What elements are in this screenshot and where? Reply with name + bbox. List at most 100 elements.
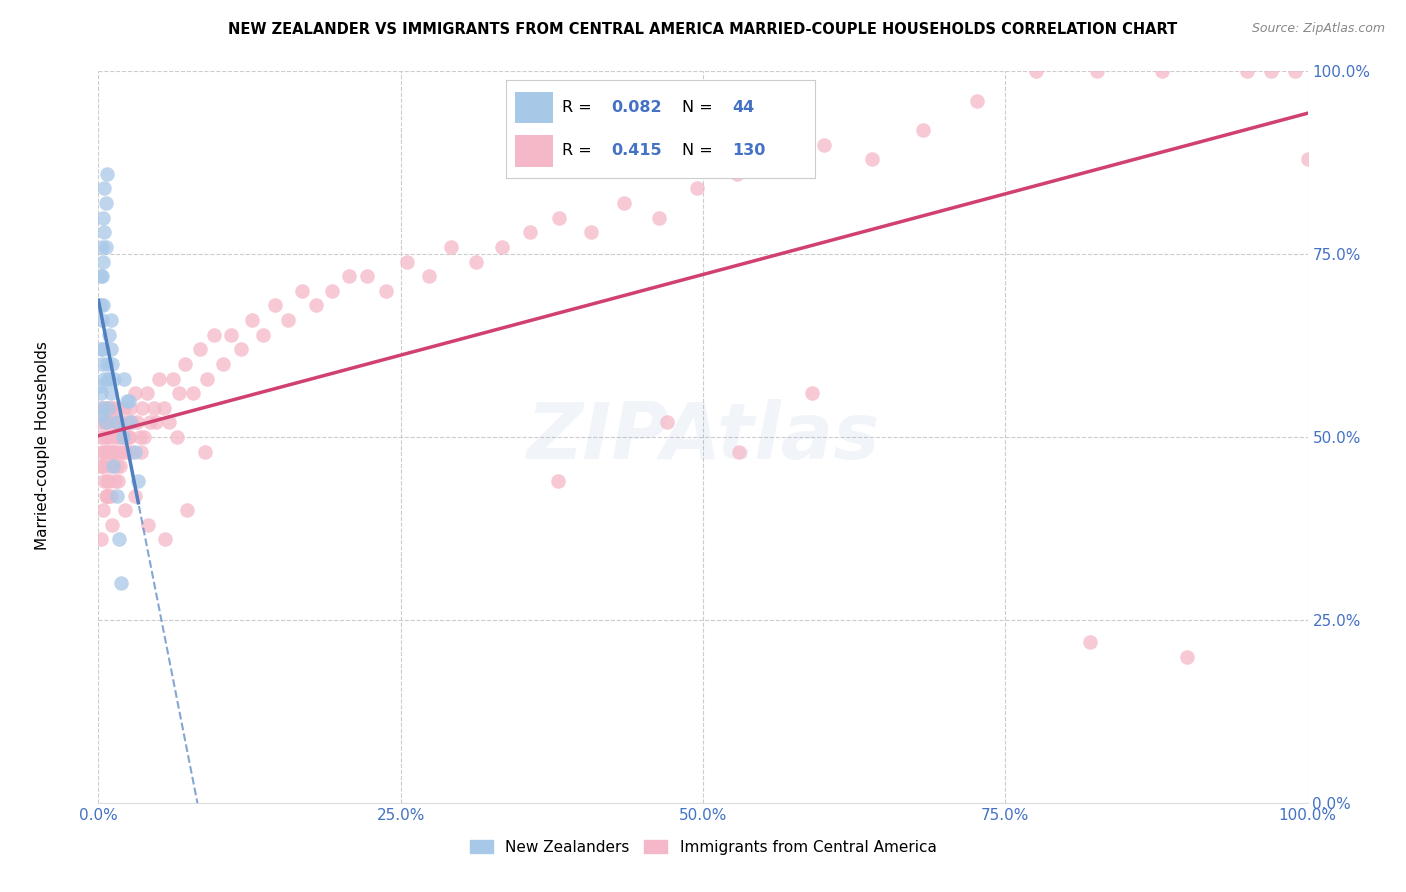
Point — [91, 401, 114, 415]
Point — [176, 503, 198, 517]
Text: N =: N = — [682, 144, 718, 159]
Point — [204, 327, 226, 342]
Point — [93, 401, 115, 415]
Point — [252, 327, 274, 342]
Point — [94, 196, 117, 211]
Point — [97, 371, 120, 385]
Point — [124, 386, 146, 401]
Point — [97, 416, 120, 430]
Point — [143, 401, 166, 415]
Point — [101, 444, 124, 458]
Point — [108, 459, 131, 474]
Point — [96, 474, 118, 488]
Point — [648, 211, 671, 225]
Point — [93, 181, 115, 195]
Point — [97, 444, 120, 458]
Point — [547, 474, 569, 488]
Point — [91, 401, 114, 415]
Point — [103, 430, 125, 444]
Point — [105, 416, 128, 430]
Point — [221, 327, 243, 342]
Point — [103, 371, 125, 385]
Point — [91, 357, 114, 371]
Point — [104, 474, 127, 488]
Point — [96, 357, 118, 371]
Point — [98, 401, 121, 415]
Point — [103, 401, 125, 415]
Point — [91, 343, 114, 357]
Point — [97, 459, 120, 474]
Point — [139, 416, 162, 430]
Point — [90, 298, 112, 312]
Point — [101, 416, 124, 430]
Point — [98, 474, 121, 488]
Point — [108, 416, 131, 430]
Point — [127, 416, 149, 430]
Point — [1152, 64, 1174, 78]
Point — [100, 489, 122, 503]
Point — [121, 416, 143, 430]
Point — [1236, 64, 1258, 78]
Point — [114, 503, 136, 517]
Text: 0.415: 0.415 — [612, 144, 662, 159]
Text: 0.082: 0.082 — [612, 100, 662, 115]
Point — [110, 430, 132, 444]
Point — [1085, 64, 1108, 78]
Point — [120, 444, 142, 458]
Point — [100, 401, 122, 415]
Point — [860, 152, 883, 166]
Point — [90, 386, 112, 401]
Point — [89, 379, 111, 393]
Point — [100, 343, 122, 357]
Point — [91, 240, 114, 254]
Point — [135, 386, 157, 401]
Point — [800, 386, 823, 401]
Point — [97, 489, 120, 503]
Point — [418, 269, 440, 284]
Bar — [516, 136, 553, 167]
Point — [395, 254, 418, 268]
Point — [114, 430, 136, 444]
Point — [1175, 649, 1198, 664]
Point — [128, 430, 150, 444]
Text: Source: ZipAtlas.com: Source: ZipAtlas.com — [1251, 22, 1385, 36]
Point — [93, 474, 115, 488]
Point — [98, 327, 121, 342]
Point — [145, 416, 167, 430]
Point — [375, 284, 398, 298]
Text: 44: 44 — [733, 100, 754, 115]
Point — [110, 576, 132, 591]
Point — [194, 444, 217, 458]
Point — [153, 533, 176, 547]
Point — [100, 416, 122, 430]
Point — [613, 196, 636, 211]
Point — [91, 444, 114, 458]
Point — [94, 240, 117, 254]
Point — [240, 313, 263, 327]
Point — [966, 94, 988, 108]
Point — [105, 489, 128, 503]
Point — [91, 298, 114, 312]
Point — [356, 269, 378, 284]
Bar — [516, 92, 553, 123]
Point — [100, 444, 122, 458]
Point — [166, 430, 188, 444]
Point — [89, 416, 111, 430]
Point — [117, 393, 139, 408]
Point — [98, 371, 121, 385]
Point — [277, 313, 299, 327]
Point — [768, 152, 790, 166]
Point — [229, 343, 252, 357]
Point — [91, 269, 114, 284]
Point — [90, 459, 112, 474]
Point — [174, 357, 197, 371]
Point — [129, 444, 152, 458]
Point — [100, 313, 122, 327]
Point — [94, 489, 117, 503]
Point — [91, 313, 114, 327]
Point — [124, 444, 146, 458]
Point — [91, 503, 114, 517]
Point — [112, 371, 135, 385]
Point — [162, 371, 184, 385]
Point — [90, 430, 112, 444]
